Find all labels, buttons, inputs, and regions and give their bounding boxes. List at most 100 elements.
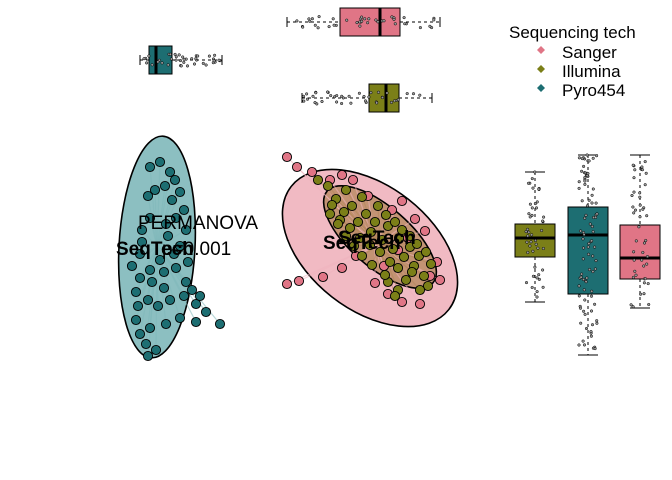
spider-line-illumina-47 bbox=[379, 243, 413, 273]
top-box-jitter-sanger-37 bbox=[418, 26, 422, 30]
point-pyro454-9 bbox=[178, 204, 190, 216]
right-box-jitter-pyro454-46 bbox=[581, 339, 585, 343]
permanova-value: p=0.001 bbox=[162, 239, 231, 260]
right-box-jitter-illumina-22 bbox=[537, 277, 541, 281]
top-box-jitter-illumina-28 bbox=[367, 95, 371, 99]
point-pyro454-11 bbox=[160, 218, 172, 230]
spider-line-pyro454-38 bbox=[137, 246, 158, 307]
point-pyro454-3 bbox=[169, 174, 181, 186]
right-box-jitter-pyro454-38 bbox=[585, 153, 589, 157]
right-box-jitter-illumina-5 bbox=[535, 200, 539, 204]
top-box-jitter-pyro454-8 bbox=[185, 64, 190, 68]
right-box-jitter-pyro454-39 bbox=[583, 298, 587, 302]
top-box-jitter-sanger-34 bbox=[331, 17, 335, 21]
right-box-jitter-illumina-4 bbox=[533, 265, 537, 269]
point-sanger-4 bbox=[336, 169, 348, 181]
right-box-jitter-pyro454-64 bbox=[593, 302, 597, 306]
point-pyro454-25 bbox=[178, 290, 190, 302]
top-box-jitter-sanger-15 bbox=[392, 17, 396, 21]
right-box-sanger bbox=[619, 224, 661, 280]
point-pyro454-45 bbox=[168, 248, 180, 260]
point-illumina-49 bbox=[389, 290, 401, 302]
top-box-jitter-pyro454-14 bbox=[182, 57, 186, 61]
point-pyro454-34 bbox=[140, 338, 152, 350]
top-box-jitter-illumina-32 bbox=[396, 98, 400, 102]
right-box-jitter-pyro454-87 bbox=[577, 343, 581, 347]
point-pyro454-46 bbox=[154, 254, 166, 266]
legend: Sequencing tech Sanger Illumina Pyro454 bbox=[509, 23, 636, 100]
point-pyro454-0 bbox=[144, 161, 156, 173]
right-box-jitter-pyro454-53 bbox=[588, 222, 592, 226]
point-illumina-1 bbox=[322, 180, 334, 192]
right-box-jitter-illumina-19 bbox=[530, 213, 534, 217]
top-box-jitter-illumina-25 bbox=[326, 90, 330, 94]
permanova-annotation: PERMANOVA bbox=[138, 213, 258, 234]
right-box-jitter-illumina-35 bbox=[525, 240, 529, 244]
top-box-jitter-sanger-16 bbox=[316, 26, 320, 30]
right-box-jitter-pyro454-3 bbox=[577, 186, 581, 190]
top-box-jitter-sanger-36 bbox=[332, 23, 336, 27]
centroid-label-pyro454: SeqTech bbox=[116, 239, 194, 260]
top-box-jitter-pyro454-13 bbox=[201, 61, 205, 65]
point-pyro454-33 bbox=[134, 328, 146, 340]
point-illumina-4 bbox=[346, 200, 358, 212]
top-box-jitter-pyro454-24 bbox=[156, 60, 160, 64]
right-box-jitter-sanger-19 bbox=[638, 203, 642, 207]
top-box-jitter-sanger-38 bbox=[428, 24, 432, 28]
right-box-jitter-illumina-44 bbox=[526, 250, 530, 255]
right-box-jitter-sanger-33 bbox=[645, 214, 649, 218]
point-illumina-11 bbox=[387, 243, 399, 255]
top-box-jitter-sanger-32 bbox=[358, 24, 362, 28]
top-box-jitter-illumina-1 bbox=[347, 94, 351, 98]
right-box-jitter-pyro454-75 bbox=[582, 343, 587, 347]
right-box-jitter-illumina-42 bbox=[533, 170, 537, 174]
point-sanger-21 bbox=[336, 262, 348, 274]
right-box-jitter-sanger-10 bbox=[632, 211, 636, 215]
right-box-jitter-pyro454-83 bbox=[582, 288, 586, 292]
top-box-jitter-pyro454-23 bbox=[142, 57, 146, 61]
right-box-jitter-pyro454-84 bbox=[583, 312, 587, 316]
right-box-jitter-illumina-21 bbox=[531, 186, 535, 190]
right-box-jitter-illumina-17 bbox=[537, 187, 541, 191]
right-box-jitter-pyro454-57 bbox=[595, 154, 599, 158]
point-pyro454-18 bbox=[158, 266, 170, 278]
right-box-jitter-pyro454-28 bbox=[582, 309, 586, 313]
right-box-jitter-sanger-44 bbox=[643, 277, 647, 281]
spider-line-pyro454-5 bbox=[154, 189, 158, 248]
point-pyro454-5 bbox=[149, 184, 161, 196]
top-box-jitter-illumina-4 bbox=[340, 101, 344, 106]
right-box-jitter-illumina-30 bbox=[530, 285, 534, 290]
right-box-jitter-sanger-26 bbox=[631, 163, 635, 167]
spider-line-pyro454-35 bbox=[155, 246, 158, 351]
right-box-jitter-sanger-28 bbox=[643, 183, 647, 187]
legend-label-illumina: Illumina bbox=[562, 62, 621, 81]
top-box-jitter-pyro454-39 bbox=[173, 52, 177, 56]
point-illumina-8 bbox=[369, 216, 381, 228]
right-box-jitter-pyro454-72 bbox=[586, 171, 590, 176]
point-illumina-3 bbox=[338, 206, 350, 218]
right-box-jitter-pyro454-32 bbox=[581, 237, 585, 241]
spider-line-pyro454-49 bbox=[156, 246, 165, 289]
point-illumina-35 bbox=[404, 230, 416, 242]
spider-line-pyro454-42 bbox=[131, 246, 158, 267]
right-box-jitter-illumina-36 bbox=[527, 230, 531, 234]
right-box-jitter-pyro454-4 bbox=[595, 321, 599, 325]
right-box-jitter-illumina-2 bbox=[529, 240, 533, 244]
point-pyro454-30 bbox=[174, 312, 186, 324]
right-box-jitter-pyro454-26 bbox=[590, 224, 594, 229]
point-pyro454-19 bbox=[144, 264, 156, 276]
point-pyro454-4 bbox=[159, 180, 171, 192]
right-box-jitter-illumina-33 bbox=[542, 215, 546, 219]
top-box-jitter-sanger-39 bbox=[403, 22, 407, 26]
top-box-jitter-pyro454-1 bbox=[150, 63, 154, 67]
right-box-jitter-sanger-20 bbox=[640, 165, 644, 169]
point-illumina-45 bbox=[332, 218, 344, 230]
right-box-jitter-sanger-16 bbox=[632, 258, 636, 262]
right-box-jitter-pyro454-56 bbox=[581, 257, 585, 261]
right-box-jitter-sanger-43 bbox=[644, 171, 648, 175]
right-box-jitter-pyro454-49 bbox=[584, 326, 589, 331]
point-pyro454-42 bbox=[126, 260, 138, 272]
top-box-jitter-illumina-37 bbox=[305, 97, 310, 101]
centroid-label-illumina: SeqTech bbox=[323, 233, 401, 254]
top-box-jitter-illumina-10 bbox=[320, 99, 324, 104]
